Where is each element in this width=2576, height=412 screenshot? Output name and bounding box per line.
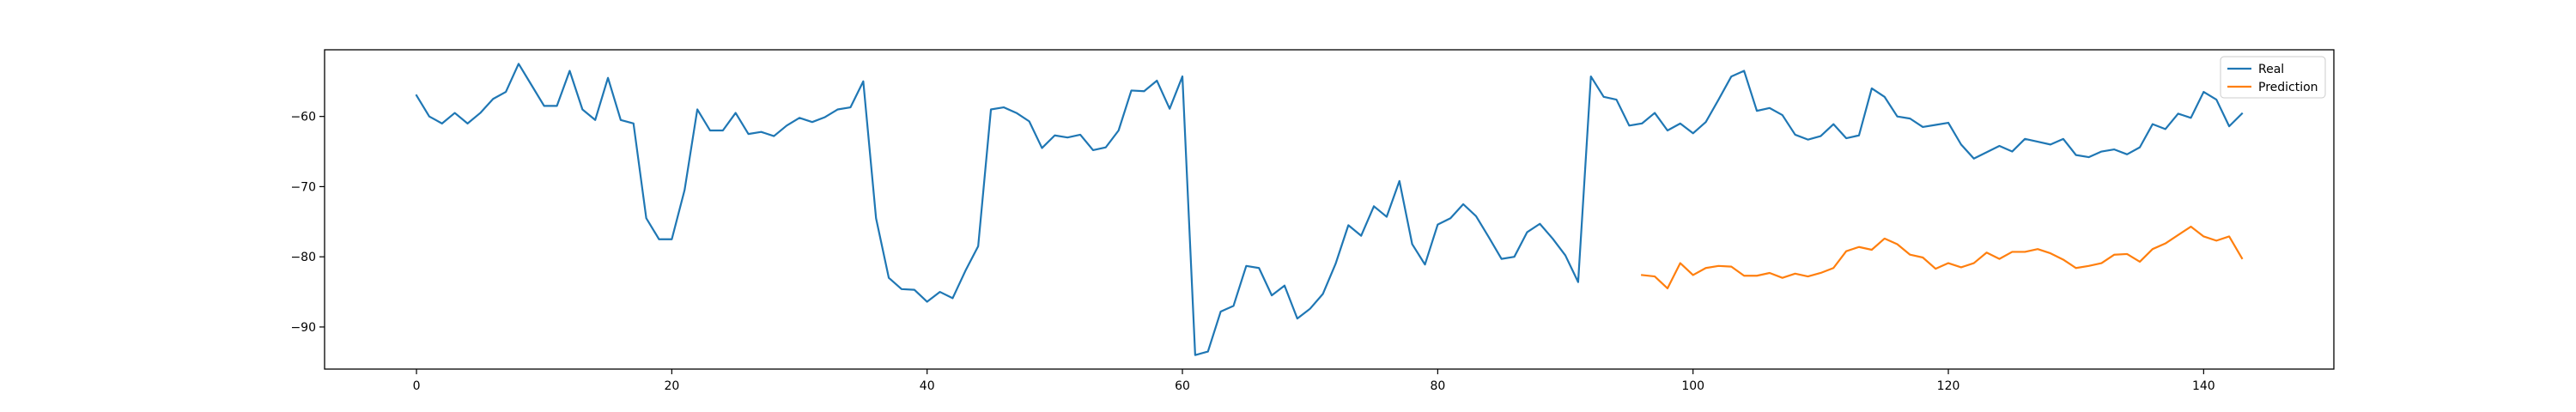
x-tick-label: 60 (1175, 379, 1190, 393)
x-tick-label: 20 (664, 379, 679, 393)
plot-area-frame (324, 49, 2335, 370)
x-tick-label: 100 (1681, 379, 1704, 393)
legend-label-real: Real (2258, 63, 2284, 76)
y-tick-label: −80 (290, 251, 316, 264)
y-tick-label: −90 (290, 321, 316, 335)
x-tick-label: 140 (2192, 379, 2215, 393)
legend-label-prediction: Prediction (2258, 81, 2318, 94)
y-tick-label: −60 (290, 111, 316, 124)
x-tick-label: 0 (413, 379, 421, 393)
series-line-prediction (1641, 225, 2244, 290)
series-line-real (415, 63, 2244, 356)
y-axis: −60 −70 −80 −90 (290, 111, 325, 335)
legend: Real Prediction (2220, 56, 2326, 99)
series-layer (415, 63, 2244, 356)
x-tick-label: 120 (1937, 379, 1960, 393)
x-tick-label: 40 (920, 379, 935, 393)
y-tick-label: −70 (290, 180, 316, 194)
x-tick-label: 80 (1430, 379, 1445, 393)
x-axis: 0 20 40 60 80 100 120 140 (413, 369, 2215, 393)
